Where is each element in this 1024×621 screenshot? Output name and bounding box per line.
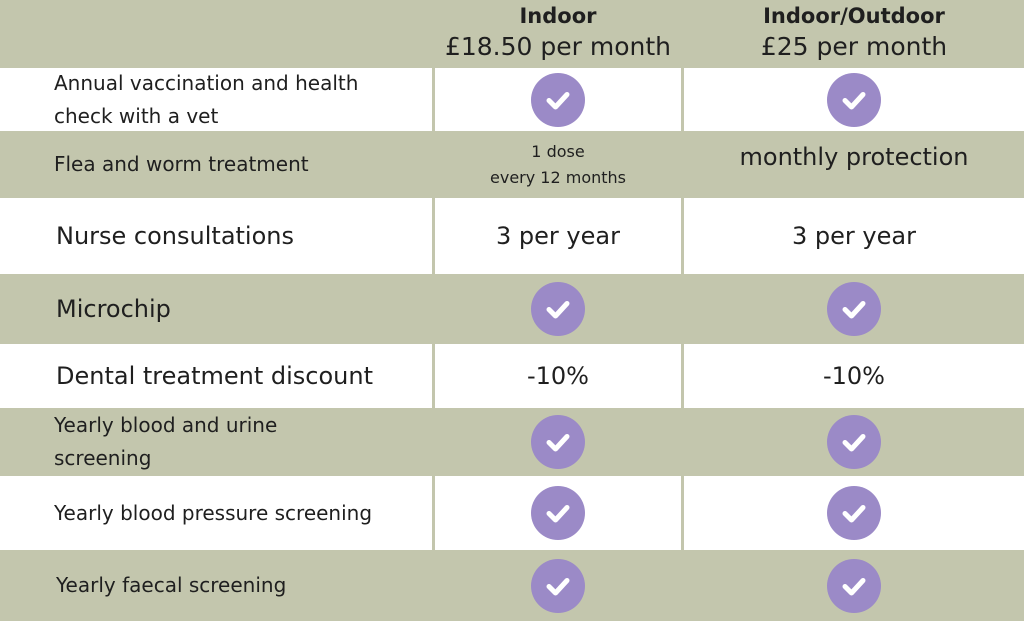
indoor-outdoor-cell: -10%	[684, 344, 1024, 408]
indoor-outdoor-cell	[684, 68, 1024, 131]
check-circle-icon	[531, 72, 585, 127]
feature-label: Nurse consultations	[56, 221, 294, 250]
indoor-outdoor-cell: 3 per year	[684, 198, 1024, 274]
indoor-outdoor-value: 3 per year	[792, 222, 916, 250]
feature-cell: Nurse consultations	[0, 198, 432, 274]
plan-name: Indoor	[519, 4, 597, 28]
indoor-outdoor-value: monthly protection	[739, 143, 969, 171]
feature-label: Annual vaccination and health check with…	[54, 70, 359, 128]
feature-label: Yearly blood pressure screening	[54, 500, 373, 525]
feature-cell: Microchip	[0, 274, 432, 344]
check-circle-icon	[531, 415, 585, 469]
table-row: Dental treatment discount -10% -10%	[0, 344, 1024, 408]
table-row: Yearly blood pressure screening	[0, 476, 1024, 550]
check-circle-icon	[827, 486, 881, 540]
plan-price: £18.50 per month	[444, 32, 672, 61]
check-circle-icon	[827, 415, 881, 469]
check-circle-icon	[827, 282, 881, 336]
feature-label: Flea and worm treatment	[54, 152, 309, 176]
table-row: Nurse consultations 3 per year 3 per yea…	[0, 198, 1024, 274]
check-circle-icon	[827, 72, 881, 127]
feature-cell: Dental treatment discount	[0, 344, 432, 408]
indoor-cell	[435, 408, 681, 476]
check-circle-icon	[827, 558, 881, 613]
indoor-cell	[435, 476, 681, 550]
indoor-outdoor-cell	[684, 476, 1024, 550]
table-row: Yearly blood and urine screening	[0, 408, 1024, 476]
feature-label: Yearly blood and urine screening	[54, 413, 278, 470]
feature-cell: Annual vaccination and health check with…	[0, 68, 432, 131]
table-row: Microchip	[0, 274, 1024, 344]
feature-cell: Yearly faecal screening	[0, 550, 432, 621]
plan-name: Indoor/Outdoor	[763, 4, 945, 28]
indoor-cell	[435, 274, 681, 344]
indoor-cell: -10%	[435, 344, 681, 408]
table-row: Annual vaccination and health check with…	[0, 68, 1024, 131]
indoor-outdoor-cell	[684, 274, 1024, 344]
feature-label: Microchip	[56, 294, 171, 323]
indoor-value: -10%	[526, 362, 589, 390]
indoor-cell: 1 dose every 12 months	[435, 131, 681, 198]
indoor-value: 3 per year	[496, 222, 620, 250]
plan-header: Indoor £18.50 per month Indoor/Outdoor £…	[0, 0, 1024, 68]
table-row: Yearly faecal screening	[0, 550, 1024, 621]
feature-cell: Yearly blood and urine screening	[0, 408, 432, 476]
feature-cell: Yearly blood pressure screening	[0, 476, 432, 550]
table-row: Flea and worm treatment 1 dose every 12 …	[0, 131, 1024, 198]
indoor-value-line1: 1 dose	[531, 141, 585, 161]
indoor-outdoor-cell	[684, 550, 1024, 621]
check-circle-icon	[531, 558, 585, 613]
plan-indoor-outdoor-header: Indoor/Outdoor £25 per month	[684, 0, 1024, 64]
indoor-cell: 3 per year	[435, 198, 681, 274]
feature-label: Yearly faecal screening	[56, 573, 287, 597]
plan-indoor-header: Indoor £18.50 per month	[435, 0, 681, 64]
feature-cell: Flea and worm treatment	[0, 131, 432, 198]
indoor-cell	[435, 68, 681, 131]
plan-price: £25 per month	[760, 32, 948, 61]
indoor-cell	[435, 550, 681, 621]
indoor-outdoor-cell: monthly protection	[684, 131, 1024, 198]
indoor-outdoor-cell	[684, 408, 1024, 476]
check-circle-icon	[531, 486, 585, 540]
indoor-value-line2: every 12 months	[490, 167, 626, 187]
check-circle-icon	[531, 282, 585, 336]
feature-label: Dental treatment discount	[56, 361, 374, 390]
indoor-outdoor-value: -10%	[822, 362, 885, 390]
